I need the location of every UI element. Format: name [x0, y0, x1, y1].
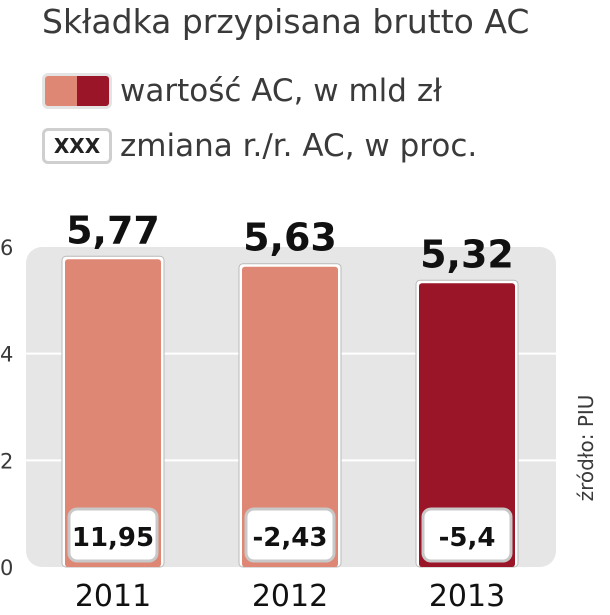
x-tick-label: 2012	[252, 579, 328, 614]
bar-value-label: 5,77	[66, 208, 160, 252]
y-tick-label: 4	[0, 343, 13, 367]
bar	[419, 283, 515, 567]
change-label: -2,43	[253, 523, 328, 553]
change-box	[244, 507, 336, 563]
legend-swatch-value	[42, 73, 112, 109]
x-tick-label: 2013	[429, 579, 505, 614]
change-box	[67, 507, 159, 563]
legend-label-change: zmiana r./r. AC, w proc.	[120, 128, 478, 164]
legend-item-change: XXX zmiana r./r. AC, w proc.	[42, 123, 477, 169]
legend-box-change: XXX	[42, 128, 112, 164]
bar	[65, 259, 161, 567]
bar-value-label: 5,63	[243, 216, 337, 260]
legend-label-value: wartość AC, w mld zł	[120, 73, 442, 109]
y-tick-label: 2	[0, 449, 13, 473]
x-tick-label: 2011	[75, 579, 151, 614]
change-label: -5,4	[439, 523, 496, 553]
bar	[242, 266, 338, 567]
bar-value-label: 5,32	[420, 232, 514, 276]
chart-title: Składka przypisana brutto AC	[42, 2, 530, 41]
y-tick-label: 0	[0, 556, 13, 580]
change-label: 11,95	[72, 523, 154, 553]
change-box	[421, 507, 513, 563]
legend-item-value: wartość AC, w mld zł	[42, 68, 442, 114]
y-tick-label: 6	[0, 236, 13, 260]
